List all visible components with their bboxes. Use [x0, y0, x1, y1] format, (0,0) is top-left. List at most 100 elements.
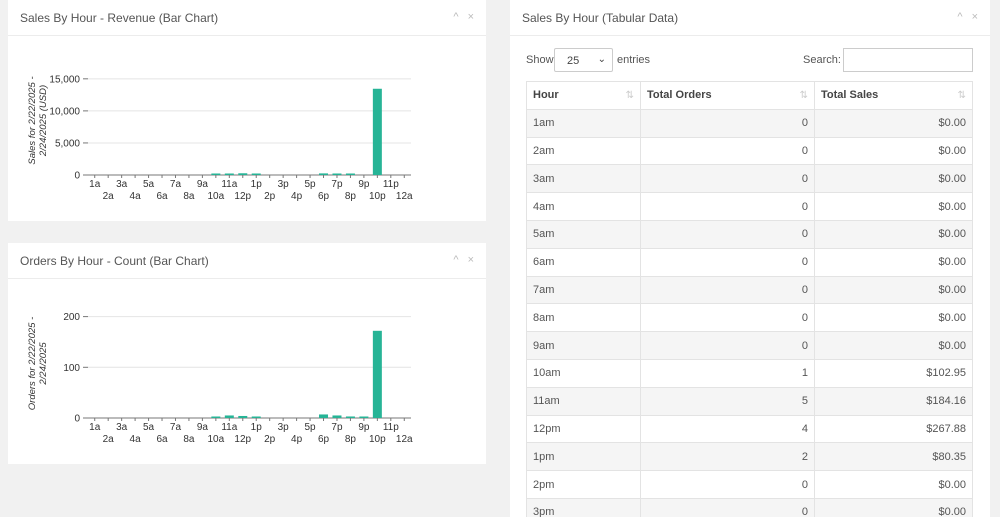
chevron-up-icon[interactable]: ^ [957, 11, 963, 23]
hour-cell: 3pm [526, 497, 641, 517]
total-sales-cell: $0.00 [814, 497, 973, 517]
total-sales-cell: $0.00 [814, 331, 973, 360]
bar-10p [372, 88, 382, 175]
close-icon[interactable]: × [971, 11, 978, 23]
table-row: 10am 1 $102.95 [526, 358, 973, 388]
total-orders-cell: 0 [640, 331, 815, 360]
table-row: 1am 0 $0.00 [526, 108, 973, 138]
page-size-select[interactable]: 25 ⌄ [554, 48, 613, 72]
x-tick-label: 11p [383, 422, 399, 433]
total-sales-cell: $184.16 [814, 386, 973, 416]
hour-cell: 11am [526, 386, 641, 416]
hour-cell: 12pm [526, 414, 641, 444]
table-row: 3pm 0 $0.00 [526, 497, 973, 517]
close-icon[interactable]: × [467, 11, 474, 23]
x-tick-label: 9p [358, 179, 370, 190]
x-tick-label: 1a [89, 179, 101, 190]
x-tick-label: 12p [234, 434, 251, 445]
y-tick-label: 200 [63, 312, 80, 323]
orders-bar-chart: 0 100 200 Orders for 2/22/2025 -2/24/2025 1a… [27, 312, 413, 445]
hour-cell: 2am [526, 136, 641, 166]
panel-header: Sales By Hour - Revenue (Bar Chart) ^ × [8, 0, 486, 36]
total-orders-cell: 5 [640, 386, 815, 416]
search-input[interactable] [843, 48, 973, 72]
column-header-label: Total Sales [821, 89, 879, 102]
total-sales-cell: $80.35 [814, 442, 973, 472]
bar-7p [332, 415, 342, 418]
x-tick-label: 6p [318, 191, 330, 202]
table-row: 11am 5 $184.16 [526, 386, 973, 416]
x-tick-label: 7a [170, 422, 182, 433]
panel-header: Sales By Hour (Tabular Data) ^ × [510, 0, 990, 36]
x-tick-label: 3a [116, 422, 128, 433]
y-tick-label: 15,000 [49, 74, 80, 85]
y-axis-title-line: 2/24/2025 [38, 342, 49, 386]
total-orders-cell: 0 [640, 136, 815, 166]
y-axis-title-line: Orders for 2/22/2025 - [27, 317, 38, 410]
table-row: 9am 0 $0.00 [526, 331, 973, 360]
chevron-up-icon[interactable]: ^ [453, 254, 459, 266]
x-tick-label: 4a [130, 191, 142, 202]
x-tick-label: 8a [183, 434, 195, 445]
bar-7p [332, 173, 342, 175]
x-tick-label: 1a [89, 422, 101, 433]
y-tick-label: 0 [74, 414, 80, 425]
column-header[interactable]: Total Sales ⇅ [814, 81, 973, 110]
column-header-label: Total Orders [647, 89, 712, 102]
x-tick-label: 12a [396, 434, 413, 445]
total-orders-cell: 0 [640, 275, 815, 305]
x-tick-label: 8p [345, 434, 357, 445]
hour-cell: 4am [526, 192, 641, 221]
hour-cell: 8am [526, 303, 641, 333]
hour-cell: 5am [526, 219, 641, 249]
bar-6p [319, 414, 329, 418]
total-orders-cell: 0 [640, 219, 815, 249]
total-orders-cell: 0 [640, 470, 815, 499]
total-sales-cell: $0.00 [814, 247, 973, 277]
column-header[interactable]: Total Orders ⇅ [640, 81, 815, 110]
bar-10p [372, 330, 382, 418]
x-tick-label: 2a [103, 191, 115, 202]
entries-label: entries [617, 54, 651, 66]
x-tick-label: 11a [221, 179, 237, 190]
hour-cell: 10am [526, 358, 641, 388]
total-orders-cell: 0 [640, 192, 815, 221]
table-row: 8am 0 $0.00 [526, 303, 973, 333]
sort-icon[interactable]: ⇅ [799, 90, 808, 101]
x-tick-label: 7a [170, 179, 182, 190]
total-sales-cell: $0.00 [814, 136, 973, 166]
hour-cell: 2pm [526, 470, 641, 499]
total-orders-cell: 0 [640, 303, 815, 333]
table-row: 4am 0 $0.00 [526, 192, 973, 221]
x-tick-label: 4a [130, 434, 142, 445]
hour-cell: 1am [526, 108, 641, 138]
x-tick-label: 4p [291, 434, 303, 445]
sort-icon[interactable]: ⇅ [957, 90, 966, 101]
x-tick-label: 10a [208, 191, 225, 202]
search-label: Search: [803, 54, 841, 66]
bar-6p [319, 173, 329, 175]
hour-cell: 1pm [526, 442, 641, 472]
sort-icon[interactable]: ⇅ [625, 90, 634, 101]
bar-8p [345, 173, 355, 175]
x-tick-label: 9a [197, 179, 209, 190]
bar-11a [224, 173, 234, 175]
column-header[interactable]: Hour ⇅ [526, 81, 641, 110]
table-header-row: Hour ⇅ Total Orders ⇅ Total Sales ⇅ [526, 81, 973, 110]
total-sales-cell: $0.00 [814, 192, 973, 221]
y-axis-title: Sales for 2/22/2025 -2/24/2025 (USD) [27, 76, 49, 164]
chevron-up-icon[interactable]: ^ [453, 11, 459, 23]
total-sales-cell: $0.00 [814, 470, 973, 499]
page-size-value: 25 [567, 55, 580, 67]
panel-title: Sales By Hour - Revenue (Bar Chart) [20, 11, 219, 25]
x-tick-label: 3a [116, 179, 128, 190]
x-tick-label: 3p [278, 179, 290, 190]
total-orders-cell: 0 [640, 164, 815, 194]
bar-1p [251, 173, 261, 175]
bar-12p [238, 415, 248, 418]
total-orders-cell: 4 [640, 414, 815, 444]
table-row: 6am 0 $0.00 [526, 247, 973, 277]
hour-cell: 3am [526, 164, 641, 194]
close-icon[interactable]: × [467, 254, 474, 266]
total-sales-cell: $102.95 [814, 358, 973, 388]
